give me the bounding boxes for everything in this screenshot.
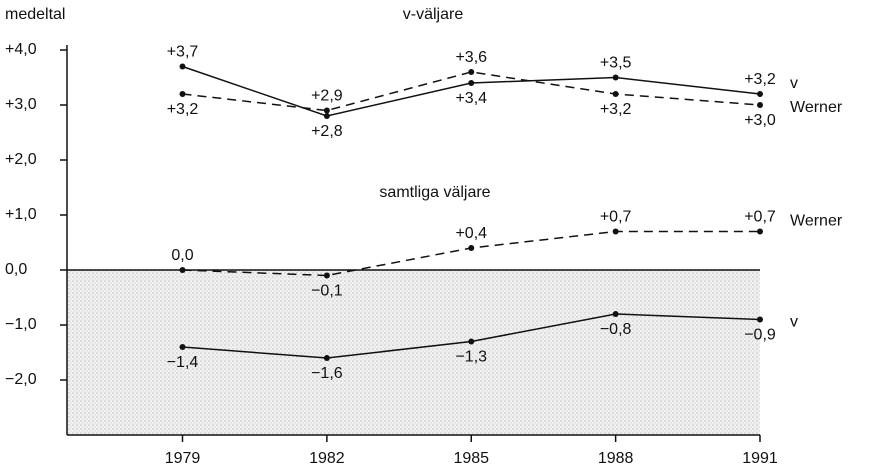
data-point <box>612 74 619 81</box>
data-point <box>179 267 186 273</box>
data-point <box>612 311 619 317</box>
y-tick-label: −2,0 <box>5 371 37 388</box>
data-point <box>323 272 330 279</box>
data-label: +2,9 <box>311 88 343 105</box>
y-tick-label: −1,0 <box>5 316 37 333</box>
y-tick-label: +3,0 <box>5 96 37 113</box>
shaded-area <box>67 270 760 435</box>
data-point <box>757 316 763 323</box>
data-point <box>323 107 330 114</box>
group-title: v-väljare <box>403 6 464 23</box>
data-label: +3,5 <box>600 55 632 72</box>
data-point <box>468 69 475 75</box>
data-label: +3,2 <box>167 101 199 118</box>
data-label: −1,4 <box>167 354 199 371</box>
data-label: +3,2 <box>744 71 776 88</box>
group-title: samtliga väljare <box>379 184 490 201</box>
data-label: −0,1 <box>311 283 343 300</box>
x-tick-label: 1991 <box>742 450 778 467</box>
data-label: +0,4 <box>455 225 487 242</box>
y-tick-label: +1,0 <box>5 206 37 223</box>
data-label: −1,3 <box>455 349 487 366</box>
data-label: −0,8 <box>600 321 632 338</box>
data-point <box>179 91 186 97</box>
series-label: Werner <box>790 99 843 116</box>
data-label: +0,7 <box>600 209 632 226</box>
series-label: Werner <box>790 213 843 230</box>
data-label: +3,0 <box>744 112 776 129</box>
data-point <box>179 63 186 70</box>
data-point <box>179 344 186 350</box>
y-tick-label: +2,0 <box>5 151 37 168</box>
data-label: 0,0 <box>171 247 193 264</box>
data-point <box>612 228 619 235</box>
data-label: +2,8 <box>311 123 343 140</box>
y-axis-label: medeltal <box>5 6 65 23</box>
y-tick-label: +4,0 <box>5 41 37 58</box>
x-tick-label: 1979 <box>165 450 201 467</box>
series-line <box>182 71 761 112</box>
data-point <box>468 245 475 251</box>
data-point <box>757 228 763 235</box>
data-label: +3,4 <box>455 90 487 107</box>
data-point <box>468 80 475 86</box>
data-label: −1,6 <box>311 365 343 382</box>
data-point <box>757 102 763 108</box>
x-tick-label: 1988 <box>598 450 634 467</box>
series-label: v <box>790 75 798 92</box>
y-tick-label: 0,0 <box>5 261 27 278</box>
data-point <box>612 91 619 97</box>
data-label: +0,7 <box>744 209 776 226</box>
x-tick-label: 1982 <box>309 450 345 467</box>
data-label: −0,9 <box>744 327 776 344</box>
data-point <box>323 113 330 119</box>
data-point <box>468 338 475 345</box>
data-label: +3,6 <box>455 49 487 66</box>
x-tick-label: 1985 <box>453 450 489 467</box>
data-point <box>323 355 330 361</box>
data-point <box>757 91 763 97</box>
data-label: +3,7 <box>167 44 199 61</box>
data-label: +3,2 <box>600 101 632 118</box>
series-label: v <box>790 314 798 331</box>
